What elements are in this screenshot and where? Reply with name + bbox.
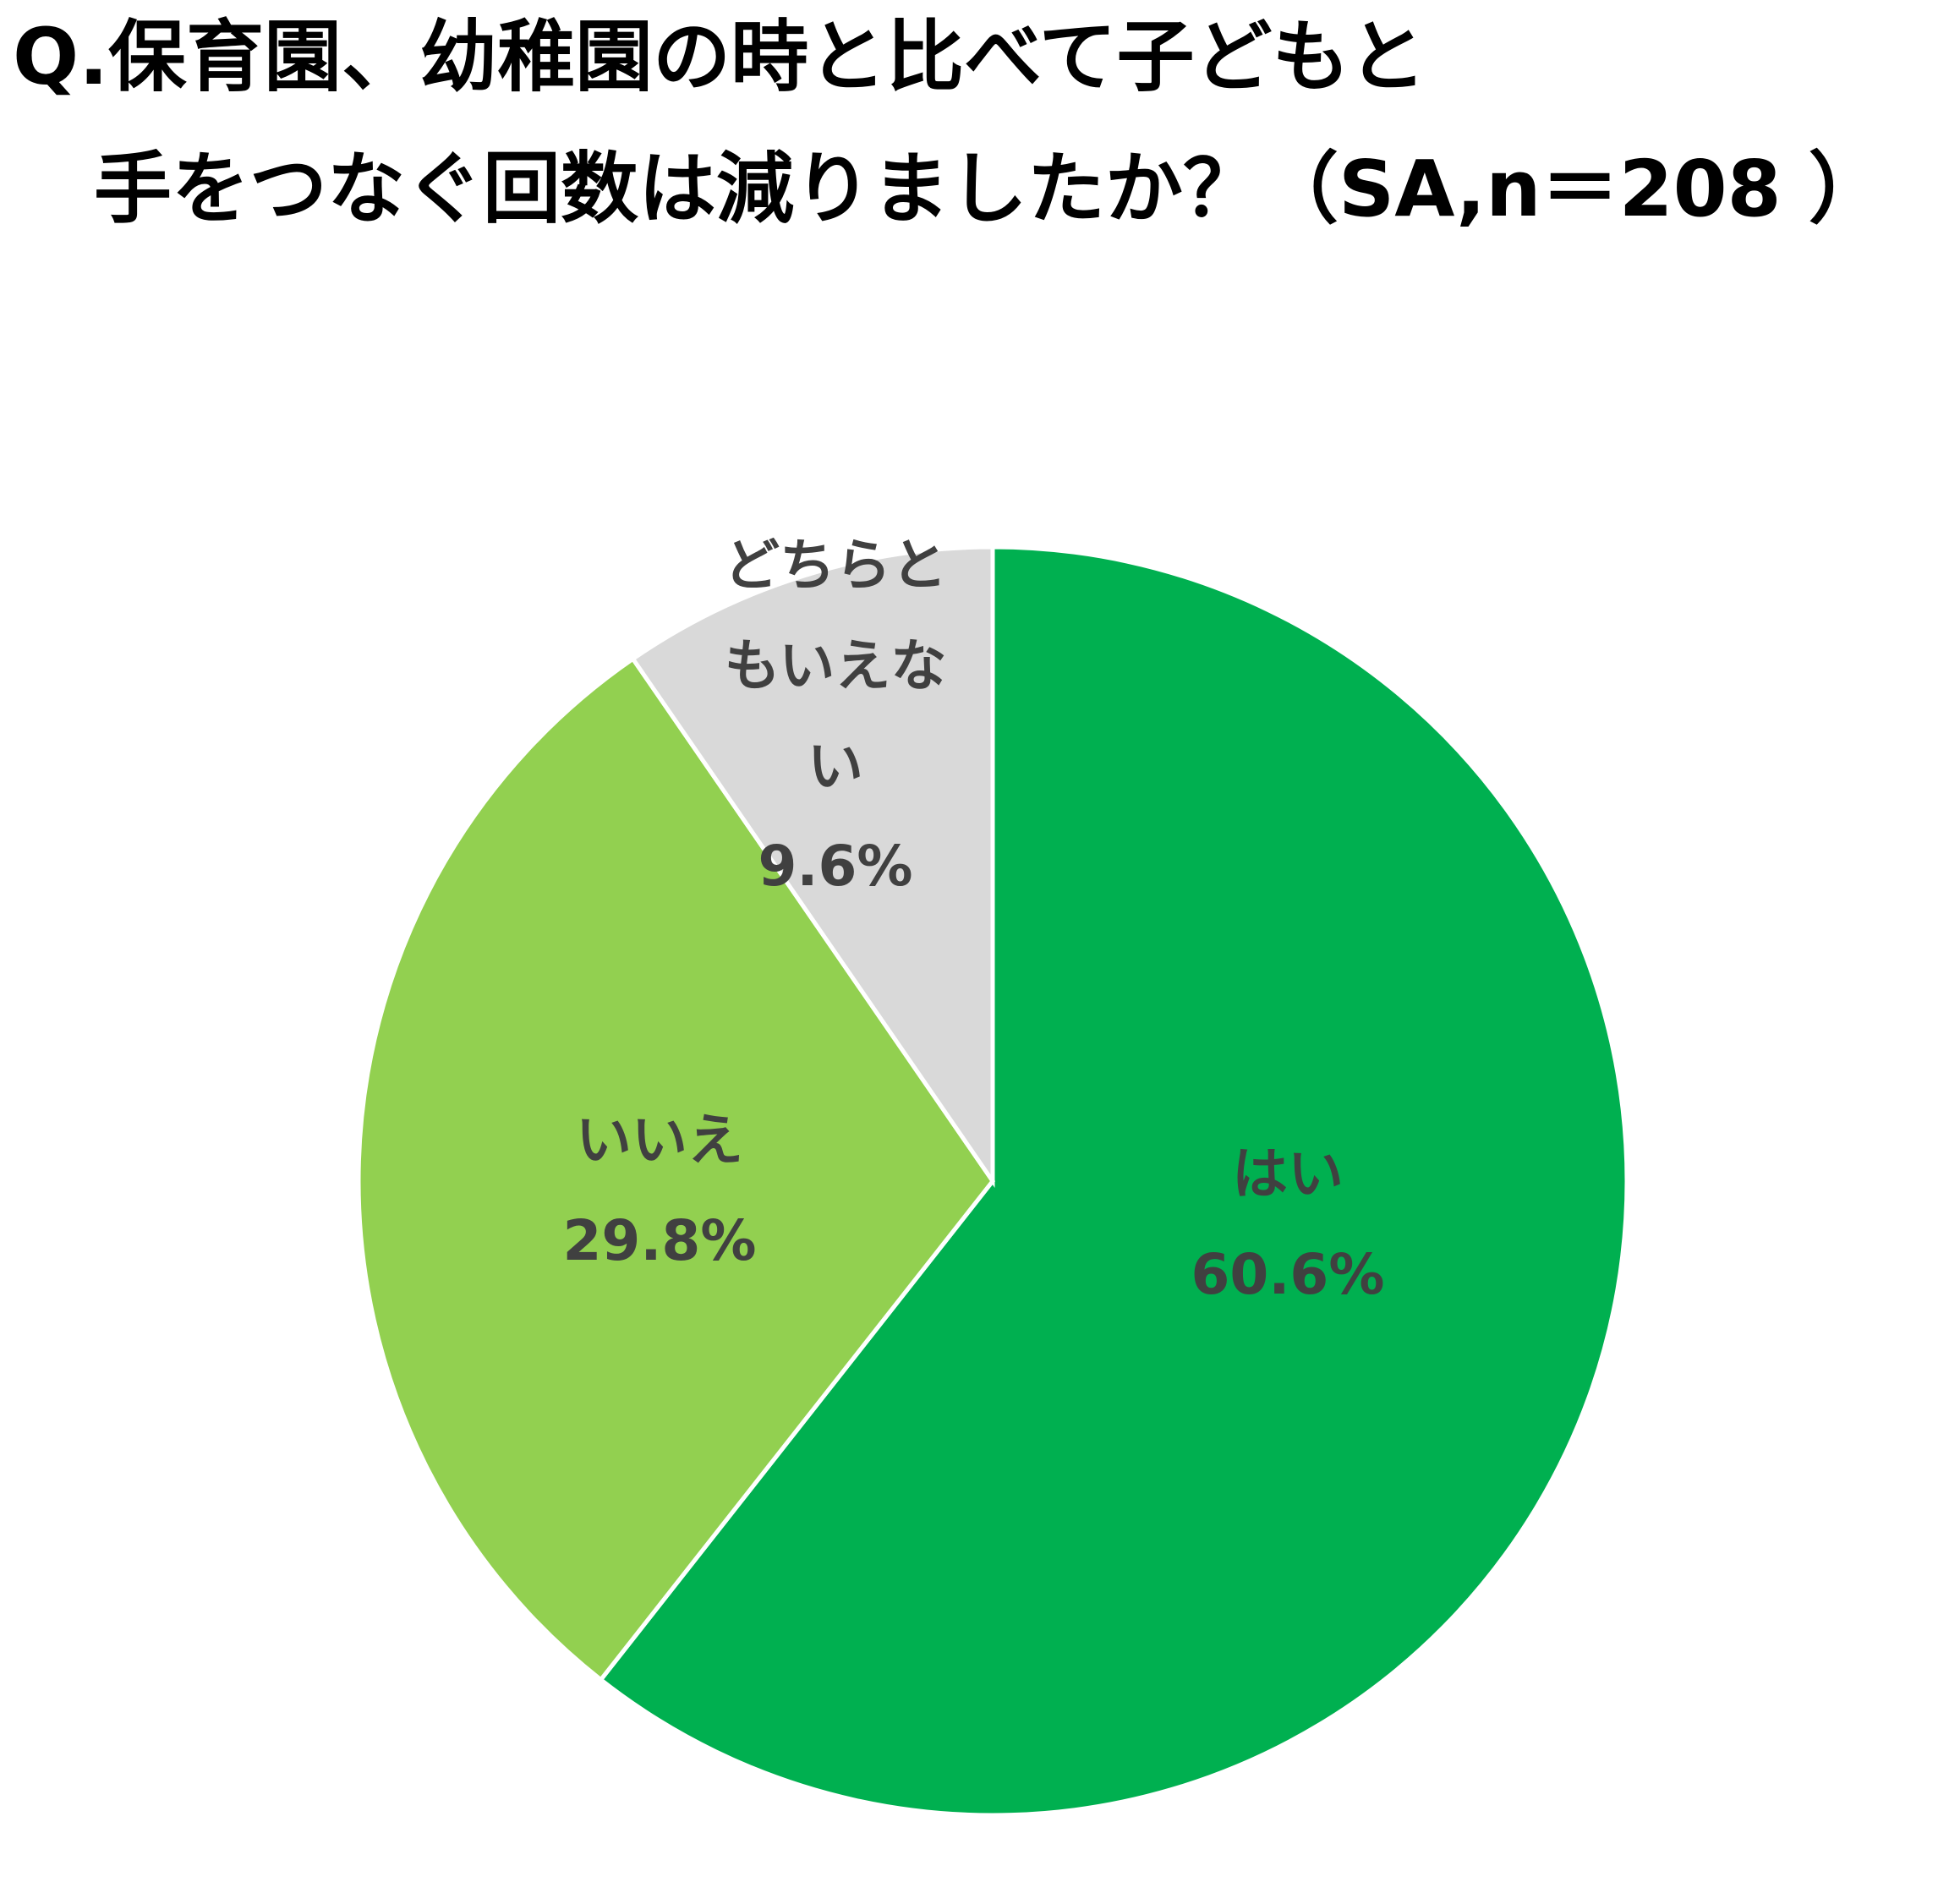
value-label: 29.8% <box>562 1208 757 1273</box>
pie-slice <box>598 544 1629 1818</box>
pie-slice <box>630 544 995 1189</box>
slice-label: はい <box>1232 1141 1344 1206</box>
slice-label: どちらともいえない <box>724 533 947 799</box>
value-label: 9.6% <box>758 834 913 899</box>
chart-title: Q.保育園、幼稚園の時と比べて子どもと <box>13 12 1426 102</box>
chart-title: 手をつなぐ回数は減りましたか？（SA,n＝208 ） <box>94 144 1886 234</box>
value-label: 60.6% <box>1191 1242 1385 1307</box>
slice-label: いいえ <box>576 1108 743 1173</box>
pie-slice <box>356 655 996 1683</box>
